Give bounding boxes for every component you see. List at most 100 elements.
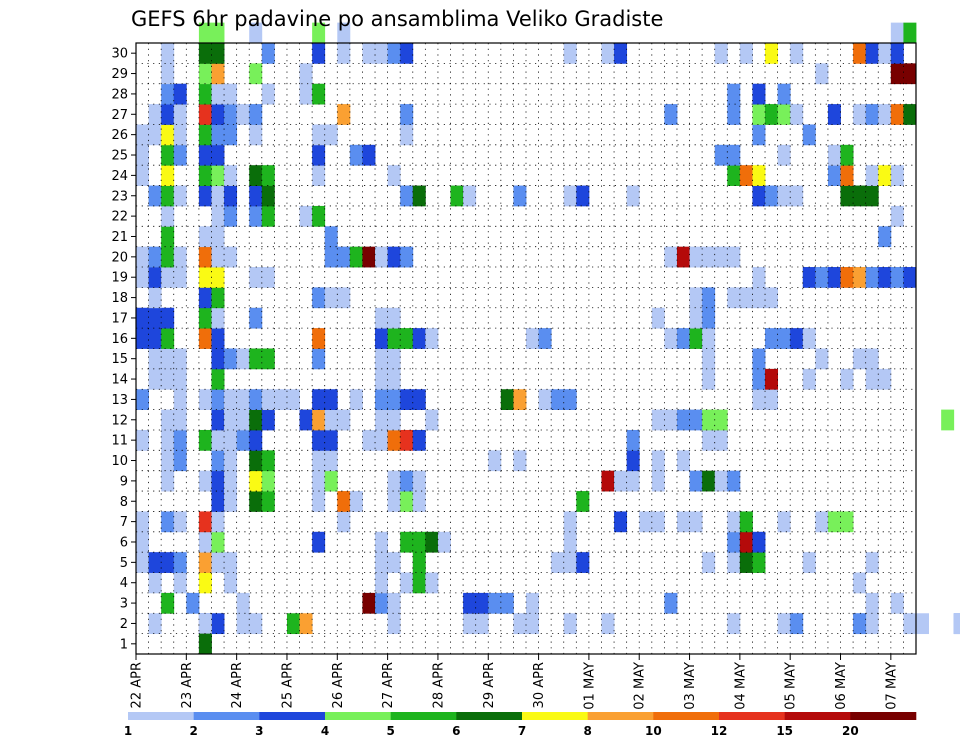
heatmap-cell <box>236 592 250 614</box>
heatmap-cell <box>840 511 854 533</box>
heatmap-cell <box>676 246 690 268</box>
heatmap-cell <box>173 429 187 451</box>
x-tick-label: 01 MAY <box>582 662 597 710</box>
heatmap-cell <box>249 165 263 186</box>
heatmap-cell <box>563 531 577 553</box>
heatmap-cell <box>827 511 841 533</box>
heatmap-cell <box>878 267 892 288</box>
heatmap-cell <box>727 531 741 553</box>
heatmap-cell <box>387 43 401 64</box>
heatmap-cell <box>903 104 917 125</box>
heatmap-cell <box>651 450 665 472</box>
heatmap-cell <box>211 104 225 125</box>
colorbar-swatch <box>522 712 588 720</box>
heatmap-cell <box>475 592 489 614</box>
heatmap-cell <box>173 368 187 390</box>
heatmap-cell <box>576 185 590 207</box>
heatmap-cell <box>790 613 804 635</box>
heatmap-cell <box>173 104 187 125</box>
heatmap-cell <box>651 511 665 533</box>
colorbar-label: 3 <box>255 724 263 738</box>
y-tick-label: 3 <box>120 597 128 612</box>
heatmap-cell <box>526 613 539 635</box>
heatmap-cell <box>324 429 338 451</box>
heatmap-cell <box>412 470 426 492</box>
heatmap-cell <box>312 429 326 451</box>
y-tick-label: 13 <box>111 393 128 408</box>
heatmap-cell <box>601 613 615 635</box>
heatmap-cell <box>651 470 665 492</box>
heatmap-cell <box>387 246 401 268</box>
heatmap-cell <box>148 124 162 146</box>
x-tick-label: 07 MAY <box>884 662 899 710</box>
heatmap-cell <box>324 470 338 492</box>
x-tick-label: 28 APR <box>431 662 446 708</box>
y-tick-label: 20 <box>111 250 128 265</box>
plot-frame <box>135 42 917 655</box>
heatmap-cell <box>261 267 275 288</box>
heatmap-cell <box>953 613 960 635</box>
y-tick-label: 21 <box>111 230 128 245</box>
heatmap-cell <box>538 328 552 349</box>
heatmap-cell <box>324 246 338 268</box>
heatmap-cell <box>412 185 426 207</box>
heatmap-cell <box>400 572 414 594</box>
heatmap-cell <box>727 552 741 573</box>
heatmap-cell <box>136 165 149 186</box>
heatmap-cell <box>790 104 804 125</box>
heatmap-cell <box>853 348 867 370</box>
heatmap-cell <box>714 470 728 492</box>
heatmap-cell <box>261 389 275 410</box>
heatmap-cell <box>224 205 238 227</box>
y-tick-label: 22 <box>111 210 128 225</box>
heatmap-cell <box>349 389 363 410</box>
heatmap-cell <box>249 348 263 370</box>
heatmap-cell <box>702 246 716 268</box>
heatmap-cell <box>198 470 212 492</box>
heatmap-cell <box>765 185 779 207</box>
heatmap-cell <box>211 83 225 105</box>
heatmap-cell <box>198 165 212 186</box>
y-tick-label: 24 <box>111 169 128 184</box>
heatmap-cell <box>198 185 212 207</box>
y-tick-label: 9 <box>120 474 128 489</box>
heatmap-cell <box>148 368 162 390</box>
heatmap-cell <box>261 491 275 512</box>
heatmap-cell <box>777 511 791 533</box>
heatmap-cell <box>211 531 225 553</box>
heatmap-cell <box>551 552 565 573</box>
heatmap-cell <box>198 43 212 64</box>
heatmap-cell <box>752 287 766 309</box>
heatmap-cell <box>211 368 225 390</box>
colorbar-label: 7 <box>518 724 526 738</box>
heatmap-cell <box>765 287 779 309</box>
heatmap-cell <box>148 246 162 268</box>
heatmap-cell <box>752 104 766 125</box>
heatmap-cell <box>198 287 212 309</box>
x-tick-label: 06 MAY <box>834 662 849 710</box>
heatmap-cell <box>173 572 187 594</box>
heatmap-cell <box>400 328 414 349</box>
heatmap-cell <box>400 124 414 146</box>
heatmap-cell <box>865 368 879 390</box>
x-tick-label: 24 APR <box>230 662 245 708</box>
heatmap-cell <box>752 267 766 288</box>
heatmap-cell <box>211 491 225 512</box>
heatmap-cell <box>702 429 716 451</box>
heatmap-cell <box>261 205 275 227</box>
colorbar-label: 6 <box>452 724 460 738</box>
heatmap-cell <box>714 429 728 451</box>
heatmap-cell <box>865 267 879 288</box>
heatmap-cell <box>375 348 389 370</box>
heatmap-cell <box>337 43 351 64</box>
heatmap-cell <box>400 104 414 125</box>
heatmap-cell <box>739 287 753 309</box>
heatmap-cell <box>349 491 363 512</box>
heatmap-cell <box>312 409 326 431</box>
colorbar-label: 12 <box>711 724 728 738</box>
heatmap-cell <box>211 185 225 207</box>
heatmap-cell <box>249 22 263 44</box>
heatmap-cell <box>161 226 175 248</box>
heatmap-cell <box>765 104 779 125</box>
heatmap-cell <box>878 226 892 248</box>
